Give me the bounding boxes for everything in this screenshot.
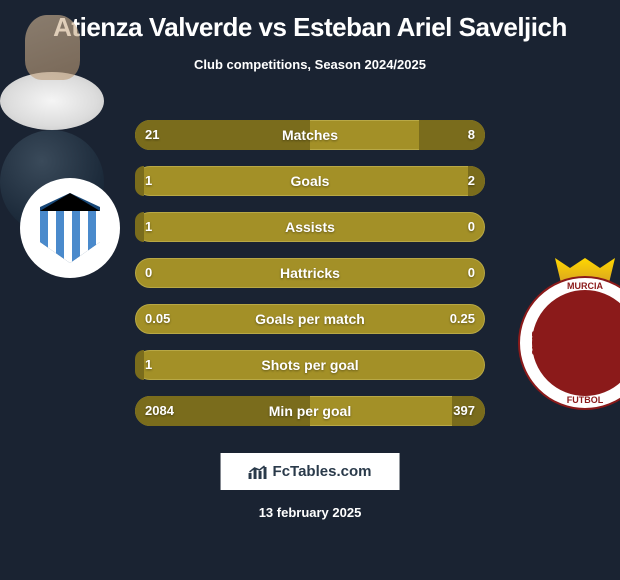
stat-value-left: 21 <box>145 120 159 150</box>
stats-container: Matches218Goals12Assists10Hattricks00Goa… <box>0 120 620 442</box>
stat-row: Hattricks0 0 <box>135 258 485 288</box>
page-title: Atienza Valverde vs Esteban Ariel Savelj… <box>0 0 620 43</box>
stat-value-left: 1 <box>145 212 152 242</box>
stat-label: Matches <box>135 120 485 150</box>
stat-value-left: 0.05 <box>145 304 170 334</box>
stat-label: Assists <box>135 212 485 242</box>
brand-icon <box>249 465 267 479</box>
stat-row: Goals1 2 <box>135 166 485 196</box>
stat-value-left: 2084 <box>145 396 174 426</box>
stat-row: Assists1 0 <box>135 212 485 242</box>
stat-value-right: 0 <box>468 212 475 242</box>
stat-row: Goals per match0.05 0.25 <box>135 304 485 334</box>
stat-value-left: 1 <box>145 166 152 196</box>
stat-row: Min per goal2084 397 <box>135 396 485 426</box>
stat-value-left: 1 <box>145 350 152 380</box>
stat-row: Shots per goal1 <box>135 350 485 380</box>
stat-label: Hattricks <box>135 258 485 288</box>
stat-row: Matches21 8 <box>135 120 485 150</box>
footer-date: 13 february 2025 <box>0 505 620 520</box>
subtitle: Club competitions, Season 2024/2025 <box>0 57 620 72</box>
stat-value-left: 0 <box>145 258 152 288</box>
stat-label: Shots per goal <box>135 350 485 380</box>
stat-value-right: 0.25 <box>450 304 475 334</box>
stat-label: Goals <box>135 166 485 196</box>
stat-label: Min per goal <box>135 396 485 426</box>
stat-value-right: 0 <box>468 258 475 288</box>
stat-value-right: 397 <box>453 396 475 426</box>
stat-value-right: 2 <box>468 166 475 196</box>
stat-label: Goals per match <box>135 304 485 334</box>
brand-label: FcTables.com <box>273 463 372 480</box>
stat-value-right: 8 <box>468 120 475 150</box>
brand-footer[interactable]: FcTables.com <box>221 453 400 490</box>
